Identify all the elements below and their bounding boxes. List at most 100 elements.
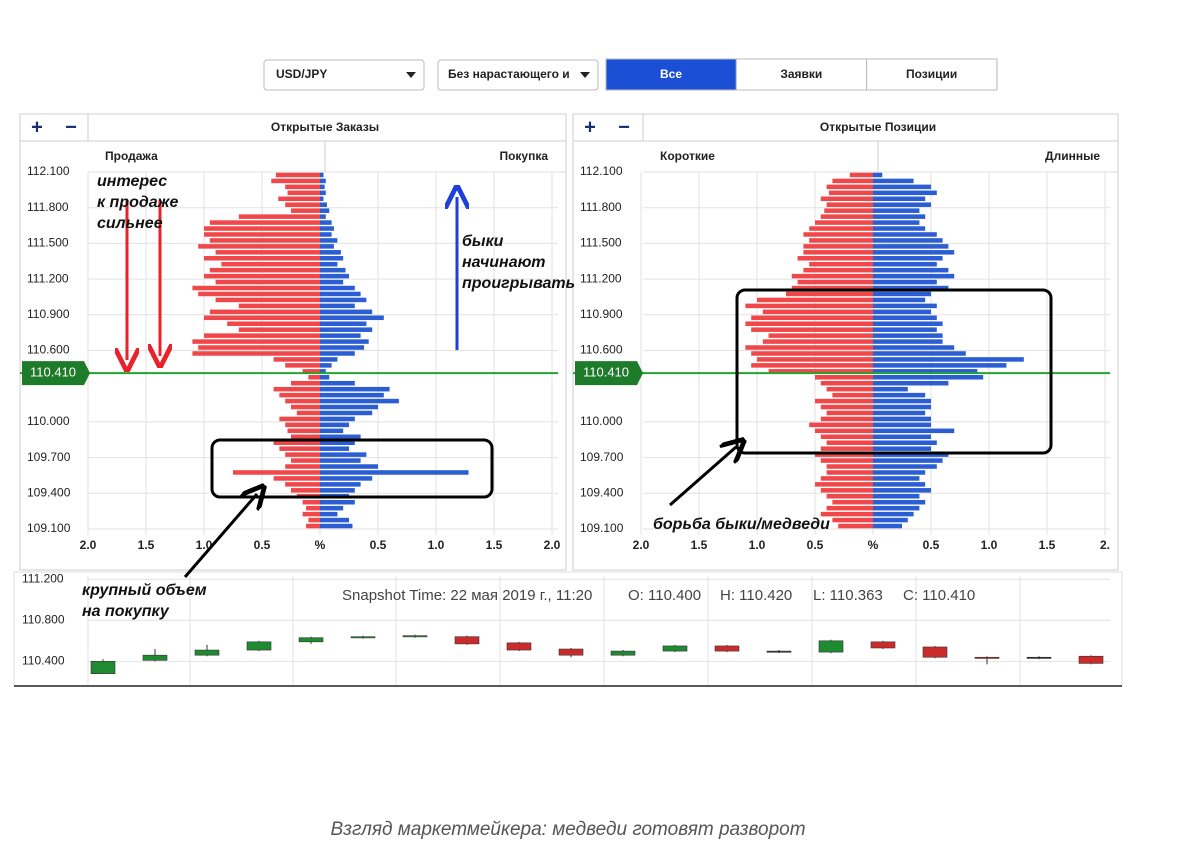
volume-bar bbox=[198, 291, 320, 297]
y-tick-label: 109.400 bbox=[27, 485, 71, 499]
volume-bar bbox=[192, 339, 320, 344]
y-tick-label: 109.100 bbox=[580, 521, 624, 535]
candle-body bbox=[194, 649, 220, 656]
zoom-out-button[interactable]: − bbox=[65, 116, 77, 138]
x-tick-label: 1.0 bbox=[981, 538, 998, 552]
zoom-out-button[interactable]: − bbox=[618, 116, 630, 138]
volume-bar bbox=[832, 499, 873, 505]
tab[interactable] bbox=[605, 58, 737, 91]
y-tick-label: 110.900 bbox=[580, 307, 623, 321]
volume-bar bbox=[873, 452, 949, 457]
candle-body bbox=[454, 636, 480, 645]
volume-bar bbox=[751, 315, 873, 321]
volume-bar bbox=[306, 523, 320, 529]
x-tick-label: 2. bbox=[1100, 538, 1110, 552]
symbol-select[interactable] bbox=[263, 59, 425, 91]
volume-bar bbox=[320, 482, 361, 487]
snapshot-open: O: 110.400 bbox=[628, 587, 701, 604]
side-label: Продажа bbox=[105, 149, 158, 163]
volume-bar bbox=[809, 226, 873, 231]
volume-bar bbox=[291, 404, 320, 410]
volume-bar bbox=[873, 273, 955, 279]
volume-bar bbox=[320, 273, 349, 279]
volume-bar bbox=[192, 285, 320, 291]
volume-bar bbox=[873, 220, 920, 225]
volume-bar bbox=[873, 339, 943, 344]
volume-bar bbox=[873, 404, 931, 410]
volume-bar bbox=[209, 238, 320, 243]
tab[interactable] bbox=[735, 58, 868, 91]
dropdown-arrow bbox=[580, 72, 590, 78]
volume-bar bbox=[826, 202, 873, 207]
volume-bar bbox=[192, 351, 320, 356]
highlight-box bbox=[735, 288, 1053, 455]
volume-bar bbox=[873, 214, 926, 219]
x-tick-label: 2.0 bbox=[544, 538, 561, 552]
volume-bar bbox=[797, 256, 873, 261]
volume-bar bbox=[873, 256, 943, 261]
mode-select[interactable] bbox=[437, 59, 599, 91]
volume-bar bbox=[291, 458, 320, 463]
y-tick-label: 111.500 bbox=[27, 236, 69, 250]
tab[interactable] bbox=[866, 58, 998, 91]
volume-bar bbox=[285, 363, 320, 368]
volume-bar bbox=[873, 398, 931, 404]
volume-bar bbox=[873, 375, 984, 380]
volume-bar bbox=[873, 470, 926, 475]
volume-bar bbox=[873, 303, 937, 309]
volume-bar bbox=[320, 440, 355, 445]
volume-bar bbox=[873, 464, 937, 469]
volume-bar bbox=[873, 428, 955, 434]
volume-bar bbox=[320, 315, 384, 321]
volume-bar bbox=[209, 220, 320, 225]
volume-bar bbox=[873, 208, 920, 213]
volume-bar bbox=[215, 279, 320, 285]
volume-bar bbox=[791, 285, 873, 291]
volume-bar bbox=[873, 250, 955, 255]
volume-bar bbox=[320, 309, 373, 315]
volume-bar bbox=[873, 309, 931, 315]
volume-bar bbox=[320, 363, 332, 368]
volume-bar bbox=[745, 345, 873, 350]
volume-bar bbox=[809, 422, 873, 428]
volume-bar bbox=[803, 250, 873, 255]
caption: Взгляд маркетмейкера: медведи готовят ра… bbox=[330, 819, 805, 840]
candle-frame bbox=[13, 571, 1123, 687]
volume-bar bbox=[320, 303, 355, 309]
volume-bar bbox=[832, 517, 873, 523]
y-tick-label: 110.900 bbox=[27, 307, 70, 321]
volume-bar bbox=[215, 250, 320, 255]
base-layer: USD/JPY Без нарастающего и Все Заявки Позици… bbox=[13, 58, 1123, 687]
y-tick-label: 110.600 bbox=[580, 343, 623, 357]
volume-bar bbox=[873, 297, 926, 303]
volume-bar bbox=[320, 178, 326, 184]
volume-bar bbox=[285, 422, 320, 428]
y-tick-label: 109.700 bbox=[27, 450, 71, 464]
annotation: к продаже bbox=[97, 194, 178, 211]
tab-label: Позиции bbox=[906, 67, 957, 81]
volume-bar bbox=[820, 488, 873, 493]
volume-bar bbox=[320, 404, 378, 410]
volume-bar bbox=[291, 434, 320, 440]
volume-bar bbox=[273, 357, 320, 362]
volume-bar bbox=[873, 476, 920, 481]
volume-bar bbox=[320, 232, 332, 237]
snapshot-high: H: 110.420 bbox=[720, 587, 792, 604]
volume-bar bbox=[285, 202, 320, 207]
y-tick-label: 110.000 bbox=[27, 414, 70, 428]
panel-title: Открытые Заказы bbox=[271, 120, 379, 134]
volume-bar bbox=[221, 261, 320, 267]
current-price-label: 110.410 bbox=[30, 365, 76, 380]
volume-bar bbox=[320, 422, 349, 428]
volume-bar bbox=[320, 345, 365, 350]
zoom-in-button[interactable]: + bbox=[31, 116, 43, 138]
side-label: Короткие bbox=[660, 149, 715, 163]
volume-bar bbox=[320, 202, 327, 207]
volume-bar bbox=[809, 238, 873, 243]
volume-bar bbox=[873, 196, 926, 202]
volume-bar bbox=[873, 434, 931, 440]
volume-bar bbox=[320, 297, 367, 303]
zoom-in-button[interactable]: + bbox=[584, 116, 596, 138]
volume-bar bbox=[275, 172, 320, 178]
x-tick-label: 1.0 bbox=[428, 538, 445, 552]
